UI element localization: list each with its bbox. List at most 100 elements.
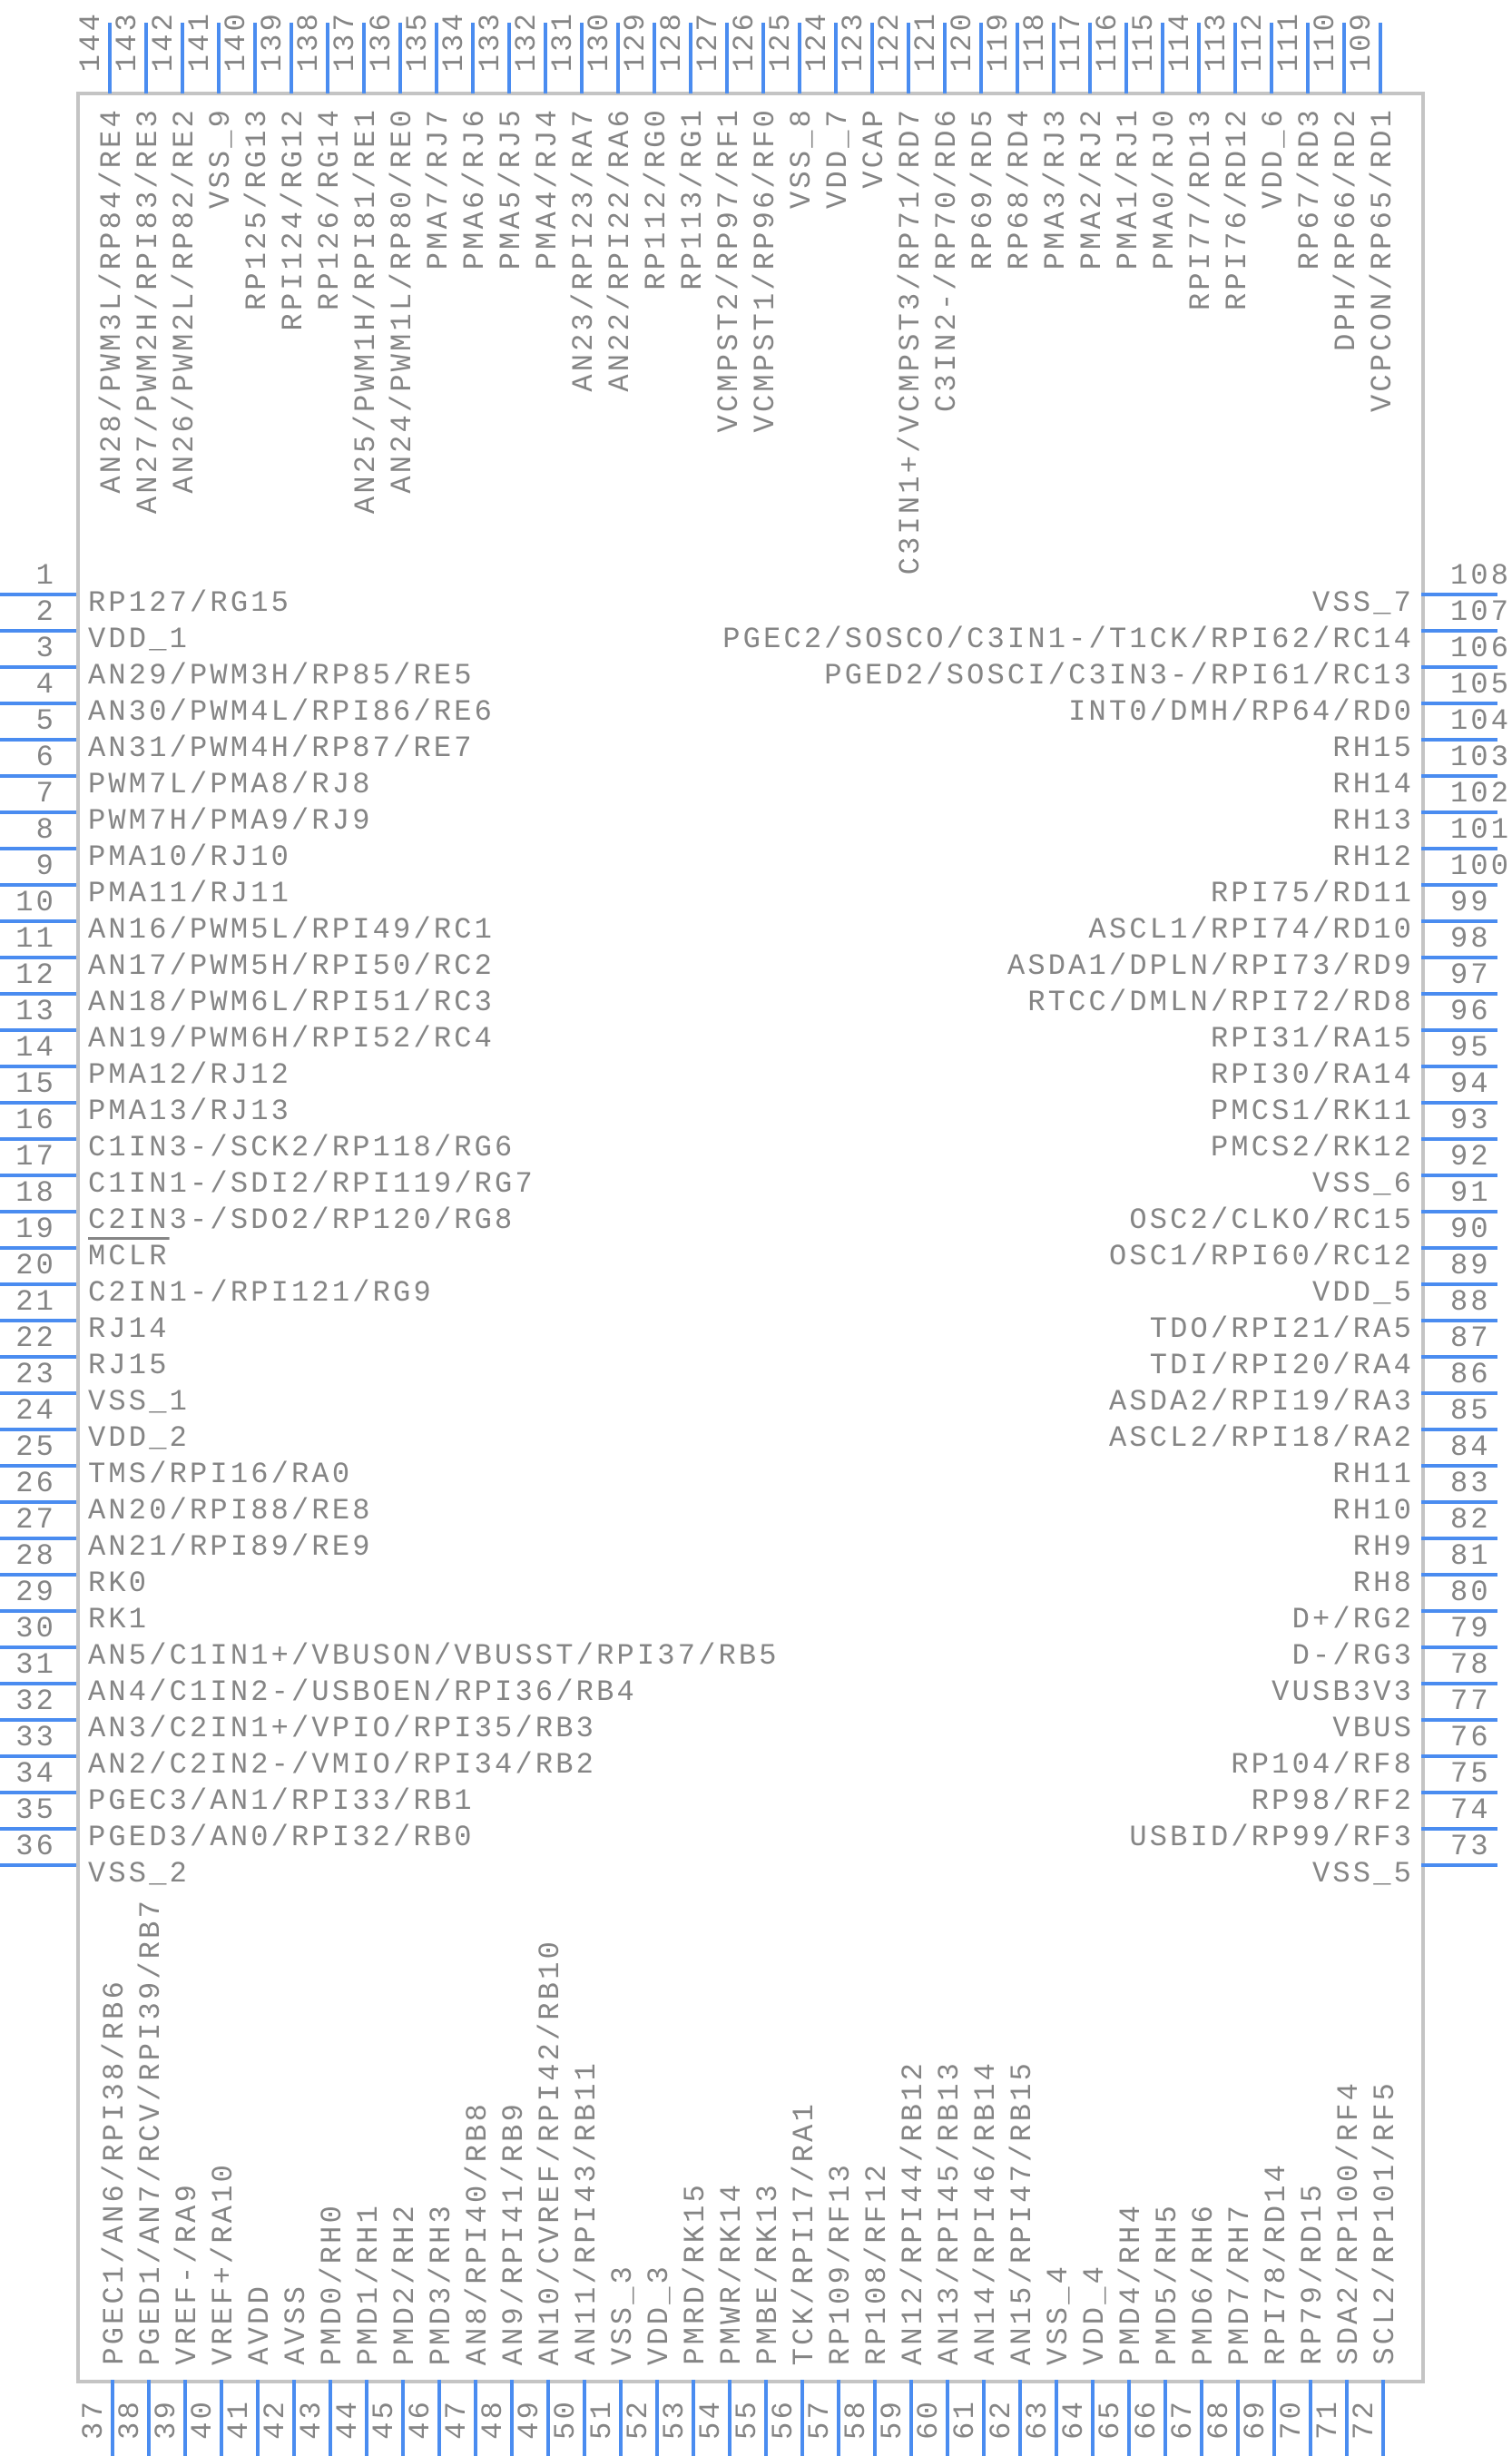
pin-label: VSS_8 [785,107,819,210]
pin-line [0,1646,76,1649]
pin-label: PWM7H/PMA9/RJ9 [88,804,373,838]
pin-label: PMA3/RJ3 [1039,107,1073,270]
pin-number: 137 [329,11,362,73]
pin-line [1421,1028,1497,1032]
pin-number: 106 [1450,632,1512,665]
pin-label: RH10 [1332,1494,1414,1528]
pin-line [1421,1319,1497,1322]
pin-number: 9 [35,850,56,883]
pin-label: RP127/RG15 [88,586,292,620]
pin-line [0,1464,76,1468]
pin-line [1421,738,1497,742]
pin-line [1421,847,1497,850]
pin-label: AN3/C2IN1+/VPIO/RPI35/RB3 [88,1712,597,1745]
pin-label: C3IN2-/RP70/RD6 [930,107,964,413]
pin-line [798,23,801,93]
pin-label: RH11 [1332,1458,1414,1491]
pin-number: 58 [839,2399,873,2440]
pin-number: 134 [437,11,471,73]
pin-label: RPI124/RG12 [277,107,310,331]
pin-number: 51 [585,2399,619,2440]
pin-label: PMA10/RJ10 [88,840,292,874]
pin-line [1052,23,1055,93]
pin-number: 78 [1450,1648,1491,1682]
pin-number: 27 [15,1503,56,1537]
pin-label: VUSB3V3 [1271,1675,1414,1709]
pin-line [0,593,76,596]
pin-label: AN5/C1IN1+/VBUSON/VBUSST/RPI37/RB5 [88,1639,780,1673]
pin-line [1421,1137,1497,1141]
pin-label: PMD7/RH7 [1223,2202,1257,2365]
pin-line [0,1428,76,1431]
pin-line [834,23,838,93]
pin-number: 42 [259,2399,292,2440]
pin-number: 44 [331,2399,365,2440]
pin-label: VSS_5 [1311,1857,1414,1891]
pin-line [1421,665,1497,669]
pin-line [183,2380,187,2456]
pin-line [0,1137,76,1141]
pin-number: 49 [513,2399,546,2440]
pin-number: 104 [1450,704,1512,738]
pin-number: 8 [35,813,56,847]
pin-label: VDD_4 [1078,2263,1112,2365]
pin-label: AN12/RPI44/RB12 [897,2059,930,2365]
pin-number: 35 [15,1793,56,1827]
pin-label: RPI75/RD11 [1210,877,1414,910]
pin-label: PMCS1/RK11 [1210,1095,1414,1128]
pin-label: AN22/RPI22/RA6 [604,107,637,392]
pin-line [1124,23,1128,93]
pin-line [0,702,76,705]
pin-label: AN21/RPI89/RE9 [88,1530,373,1564]
pin-number: 141 [183,11,217,73]
pin-number: 53 [658,2399,692,2440]
pin-label: D-/RG3 [1291,1639,1414,1673]
pin-line [0,1827,76,1831]
pin-line [1421,1464,1497,1468]
pin-line [471,23,475,93]
pin-label: PMD3/RH3 [425,2202,458,2365]
pin-number: 48 [476,2399,510,2440]
pin-number: 17 [15,1140,56,1174]
pin-number: 129 [619,11,653,73]
pin-line [1197,23,1201,93]
pin-number: 2 [35,595,56,629]
pin-line [1421,919,1497,923]
pin-line [217,23,221,93]
pin-line [1091,2380,1095,2456]
pin-line [689,23,692,93]
pin-label: RP68/RD4 [1003,107,1036,270]
pin-line [1421,1428,1497,1431]
pin-number: 114 [1163,11,1197,73]
pin-label: RP112/RG0 [640,107,673,290]
pin-number: 50 [549,2399,583,2440]
pin-label: RTCC/DMLN/RPI72/RD8 [1027,986,1414,1019]
pin-number: 60 [912,2399,946,2440]
pin-label: AN23/RPI23/RA7 [567,107,601,392]
pin-line [1421,1101,1497,1105]
pin-label: AN30/PWM4L/RPI86/RE6 [88,695,496,729]
pin-number: 4 [35,668,56,702]
pin-label: PMD5/RH5 [1151,2202,1184,2365]
pin-label: TMS/RPI16/RA0 [88,1458,353,1491]
pin-number: 25 [15,1430,56,1464]
pin-number: 119 [982,11,1016,73]
pin-label: TDO/RPI21/RA5 [1149,1312,1414,1346]
pin-line [1421,1174,1497,1177]
pin-number: 125 [764,11,798,73]
pin-line [507,23,511,93]
pin-label: AN17/PWM5H/RPI50/RC2 [88,949,496,983]
pin-number: 116 [1091,11,1124,73]
pin-number: 55 [731,2399,764,2440]
pin-label: RH15 [1332,732,1414,765]
pin-line [401,2380,405,2456]
pin-number: 79 [1450,1612,1491,1646]
pin-line [329,2380,332,2456]
pin-line [510,2380,514,2456]
pin-number: 52 [622,2399,655,2440]
pin-line [437,2380,441,2456]
pin-label: PGEC2/SOSCO/C3IN1-/T1CK/RPI62/RC14 [722,623,1414,656]
pin-number: 14 [15,1031,56,1065]
pin-number: 132 [510,11,544,73]
pin-number: 122 [873,11,907,73]
